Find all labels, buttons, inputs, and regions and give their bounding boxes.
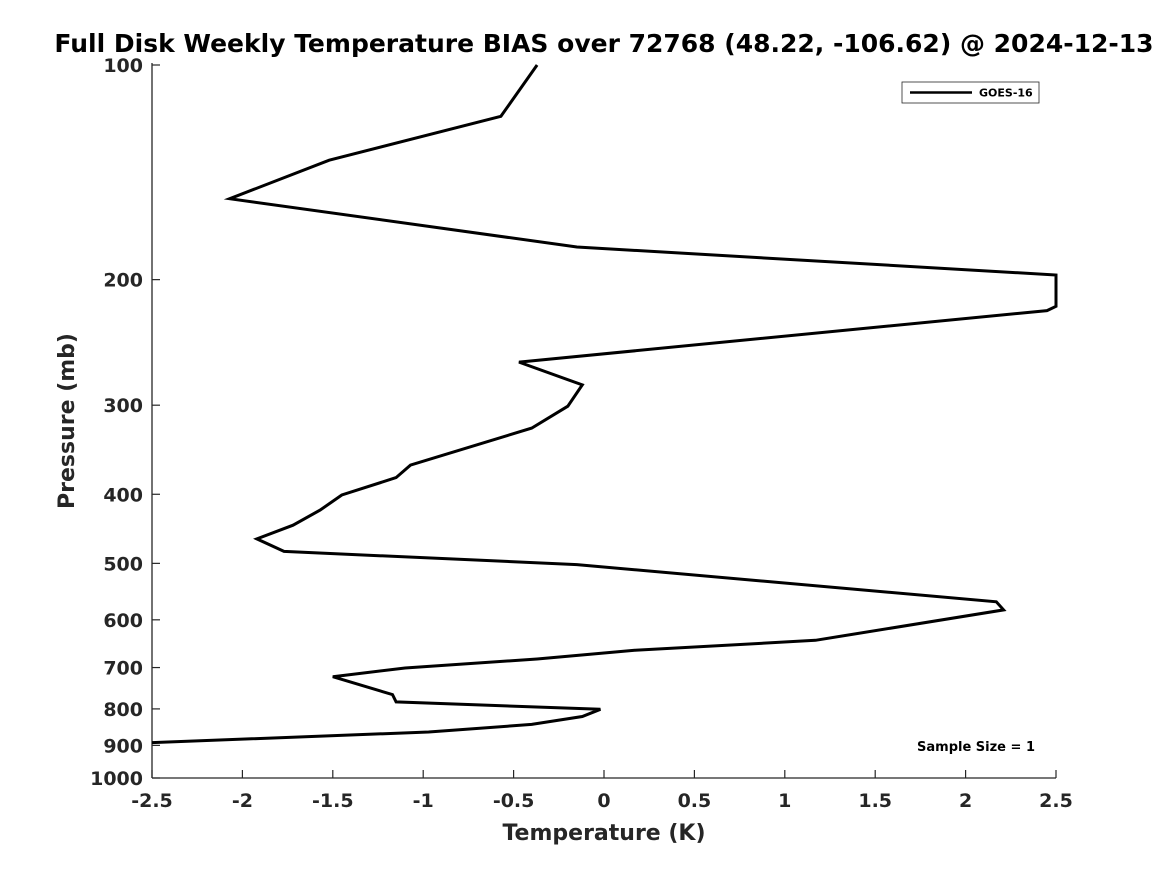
y-tick-label: 800 — [103, 699, 143, 721]
y-tick-label: 600 — [103, 610, 143, 632]
legend-label: GOES-16 — [979, 87, 1033, 100]
y-tick-label: 900 — [103, 735, 143, 757]
x-tick-label: 0.5 — [678, 790, 712, 812]
x-tick-label: 0 — [597, 790, 610, 812]
x-tick-label: -1 — [413, 790, 434, 812]
y-tick-label: 1000 — [90, 768, 143, 790]
y-tick-label: 700 — [103, 658, 143, 680]
x-tick-label: -1.5 — [312, 790, 354, 812]
x-tick-label: 1.5 — [858, 790, 892, 812]
plot-area: -2.5 -2 -1.5 -1 -0.5 0 0.5 1 1.5 2 2.5 100 200 300 40… — [90, 55, 1073, 812]
x-ticks: -2.5 -2 -1.5 -1 -0.5 0 0.5 1 1.5 2 2.5 — [131, 770, 1073, 812]
y-tick-label: 300 — [103, 395, 143, 417]
x-tick-label: -0.5 — [493, 790, 535, 812]
y-tick-label: 100 — [103, 55, 143, 77]
y-tick-label: 500 — [103, 553, 143, 575]
series-line-1 — [151, 64, 1058, 745]
y-ticks: 100 200 300 400 500 600 700 800 900 1000 — [90, 55, 160, 790]
sample-size-annotation: Sample Size = 1 — [917, 740, 1035, 755]
y-tick-label: 200 — [103, 270, 143, 292]
x-tick-label: -2 — [232, 790, 253, 812]
x-tick-label: 2.5 — [1039, 790, 1073, 812]
y-tick-label: 400 — [103, 484, 143, 506]
series-layer — [151, 64, 1058, 745]
x-tick-label: 1 — [778, 790, 791, 812]
x-tick-label: 2 — [959, 790, 972, 812]
x-tick-label: -2.5 — [131, 790, 173, 812]
x-axis-label: Temperature (K) — [502, 821, 705, 846]
y-axis-label: Pressure (mb) — [55, 333, 80, 509]
chart-title: Full Disk Weekly Temperature BIAS over 7… — [54, 29, 1153, 58]
legend: GOES-16 — [901, 81, 1040, 104]
